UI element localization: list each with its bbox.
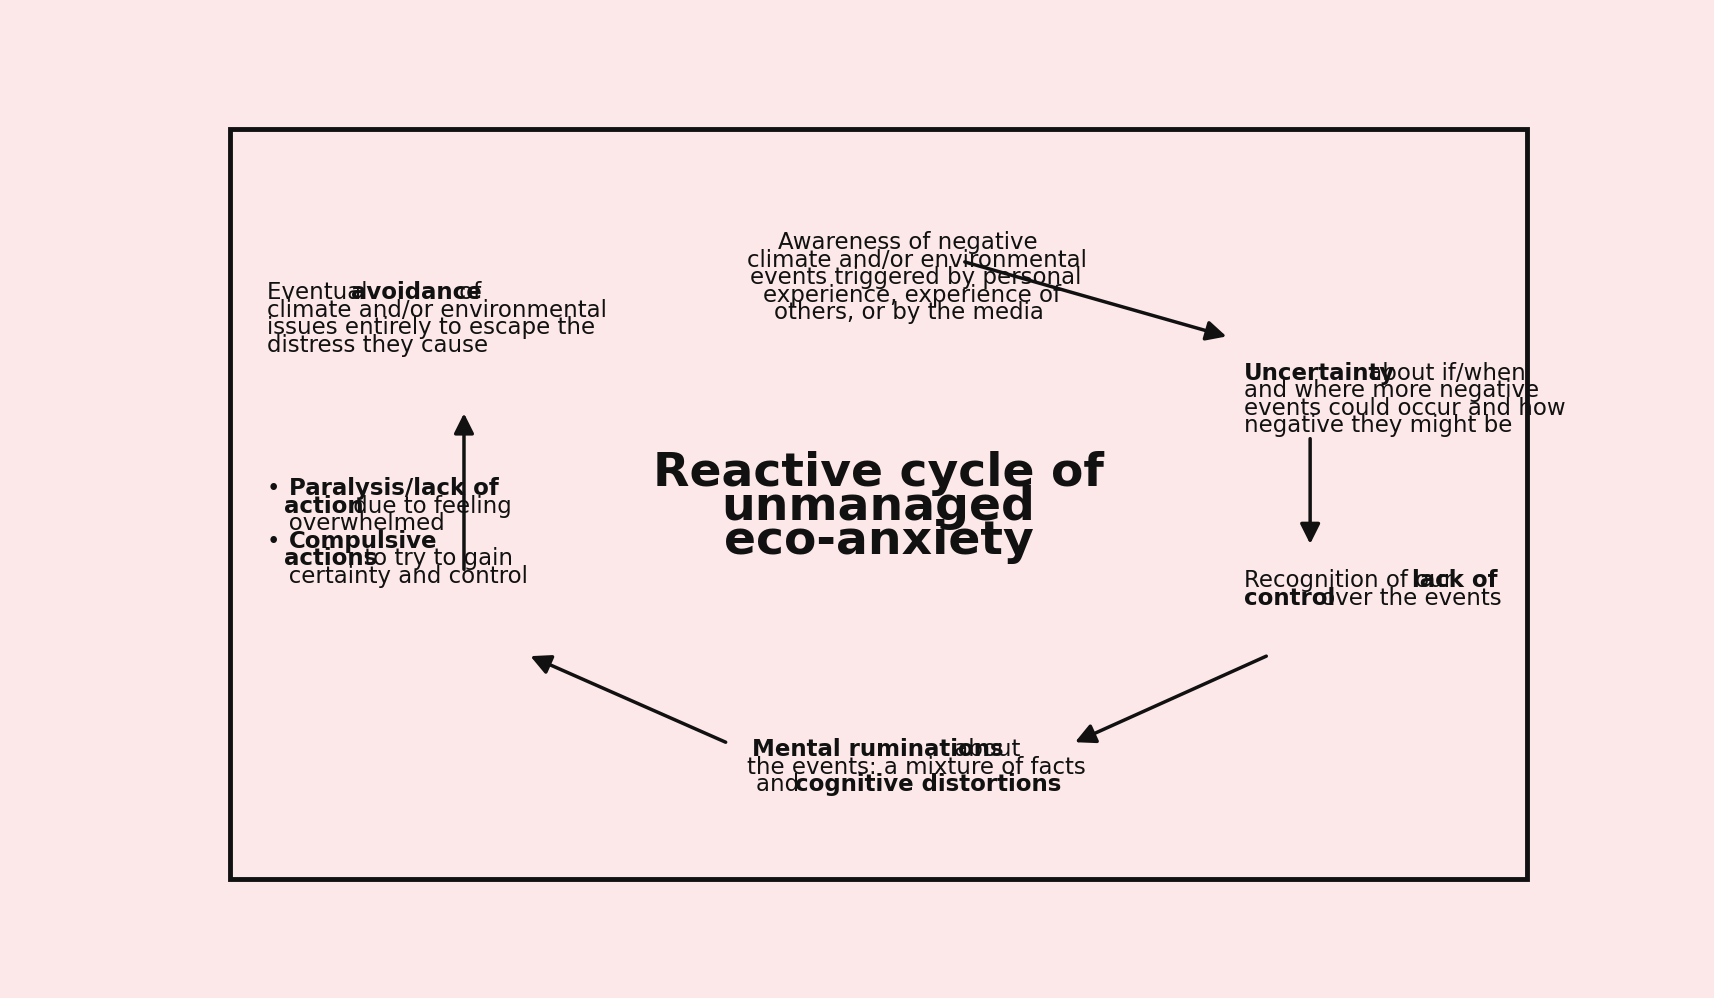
- Text: to try to gain: to try to gain: [357, 547, 512, 570]
- Text: about: about: [948, 739, 1022, 761]
- Text: action: action: [285, 495, 363, 518]
- Text: overwhelmed: overwhelmed: [267, 512, 446, 535]
- Text: climate and/or environmental: climate and/or environmental: [747, 249, 1087, 271]
- Text: Mental ruminations: Mental ruminations: [752, 739, 1004, 761]
- Text: and: and: [756, 773, 806, 796]
- Text: others, or by the media: others, or by the media: [773, 301, 1044, 324]
- Text: the events: a mixture of facts: the events: a mixture of facts: [747, 755, 1087, 778]
- Text: certainty and control: certainty and control: [267, 565, 528, 588]
- Text: Compulsive: Compulsive: [290, 530, 437, 553]
- Text: •: •: [267, 477, 295, 500]
- Text: events could occur and how: events could occur and how: [1244, 397, 1565, 420]
- Text: •: •: [267, 530, 295, 553]
- Text: experience, experience of: experience, experience of: [763, 283, 1061, 306]
- Text: Eventual: Eventual: [267, 281, 375, 304]
- Text: over the events: over the events: [1315, 587, 1501, 610]
- Text: due to feeling: due to feeling: [346, 495, 512, 518]
- Text: climate and/or environmental: climate and/or environmental: [267, 298, 607, 321]
- Text: Uncertainty: Uncertainty: [1244, 362, 1395, 385]
- Text: Recognition of our: Recognition of our: [1244, 569, 1460, 592]
- Text: about if/when: about if/when: [1361, 362, 1525, 385]
- Text: negative they might be: negative they might be: [1244, 414, 1512, 437]
- Text: Reactive cycle of: Reactive cycle of: [653, 451, 1104, 496]
- Text: Awareness of negative: Awareness of negative: [778, 232, 1037, 254]
- Text: avoidance: avoidance: [351, 281, 482, 304]
- Text: of: of: [452, 281, 482, 304]
- Text: control: control: [1244, 587, 1335, 610]
- Text: cognitive distortions: cognitive distortions: [795, 773, 1061, 796]
- Text: lack of: lack of: [1412, 569, 1496, 592]
- Text: issues entirely to escape the: issues entirely to escape the: [267, 316, 595, 339]
- Text: and where more negative: and where more negative: [1244, 379, 1539, 402]
- Text: Paralysis/lack of: Paralysis/lack of: [290, 477, 499, 500]
- Text: eco-anxiety: eco-anxiety: [723, 519, 1034, 564]
- Text: events triggered by personal: events triggered by personal: [751, 266, 1082, 289]
- Text: unmanaged: unmanaged: [722, 485, 1035, 530]
- Text: distress they cause: distress they cause: [267, 333, 488, 356]
- Text: actions: actions: [285, 547, 377, 570]
